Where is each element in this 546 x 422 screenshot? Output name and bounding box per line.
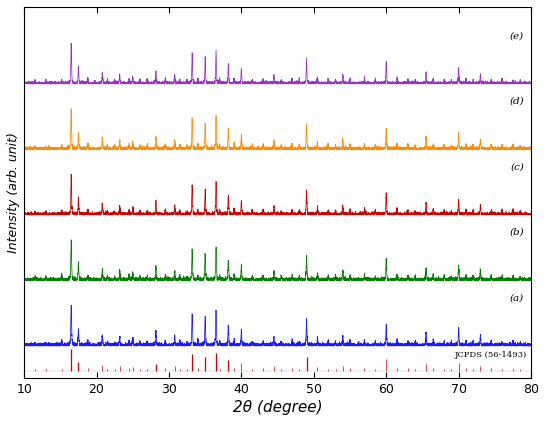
X-axis label: 2θ (degree): 2θ (degree) xyxy=(233,400,322,415)
Y-axis label: Intensity (arb. unit): Intensity (arb. unit) xyxy=(7,132,20,253)
Text: (d): (d) xyxy=(509,97,524,106)
Text: (b): (b) xyxy=(509,228,524,237)
Text: JCPDS (56-1493): JCPDS (56-1493) xyxy=(455,351,527,359)
Text: (e): (e) xyxy=(509,31,524,41)
Text: (c): (c) xyxy=(510,162,524,171)
Text: (a): (a) xyxy=(509,293,524,302)
